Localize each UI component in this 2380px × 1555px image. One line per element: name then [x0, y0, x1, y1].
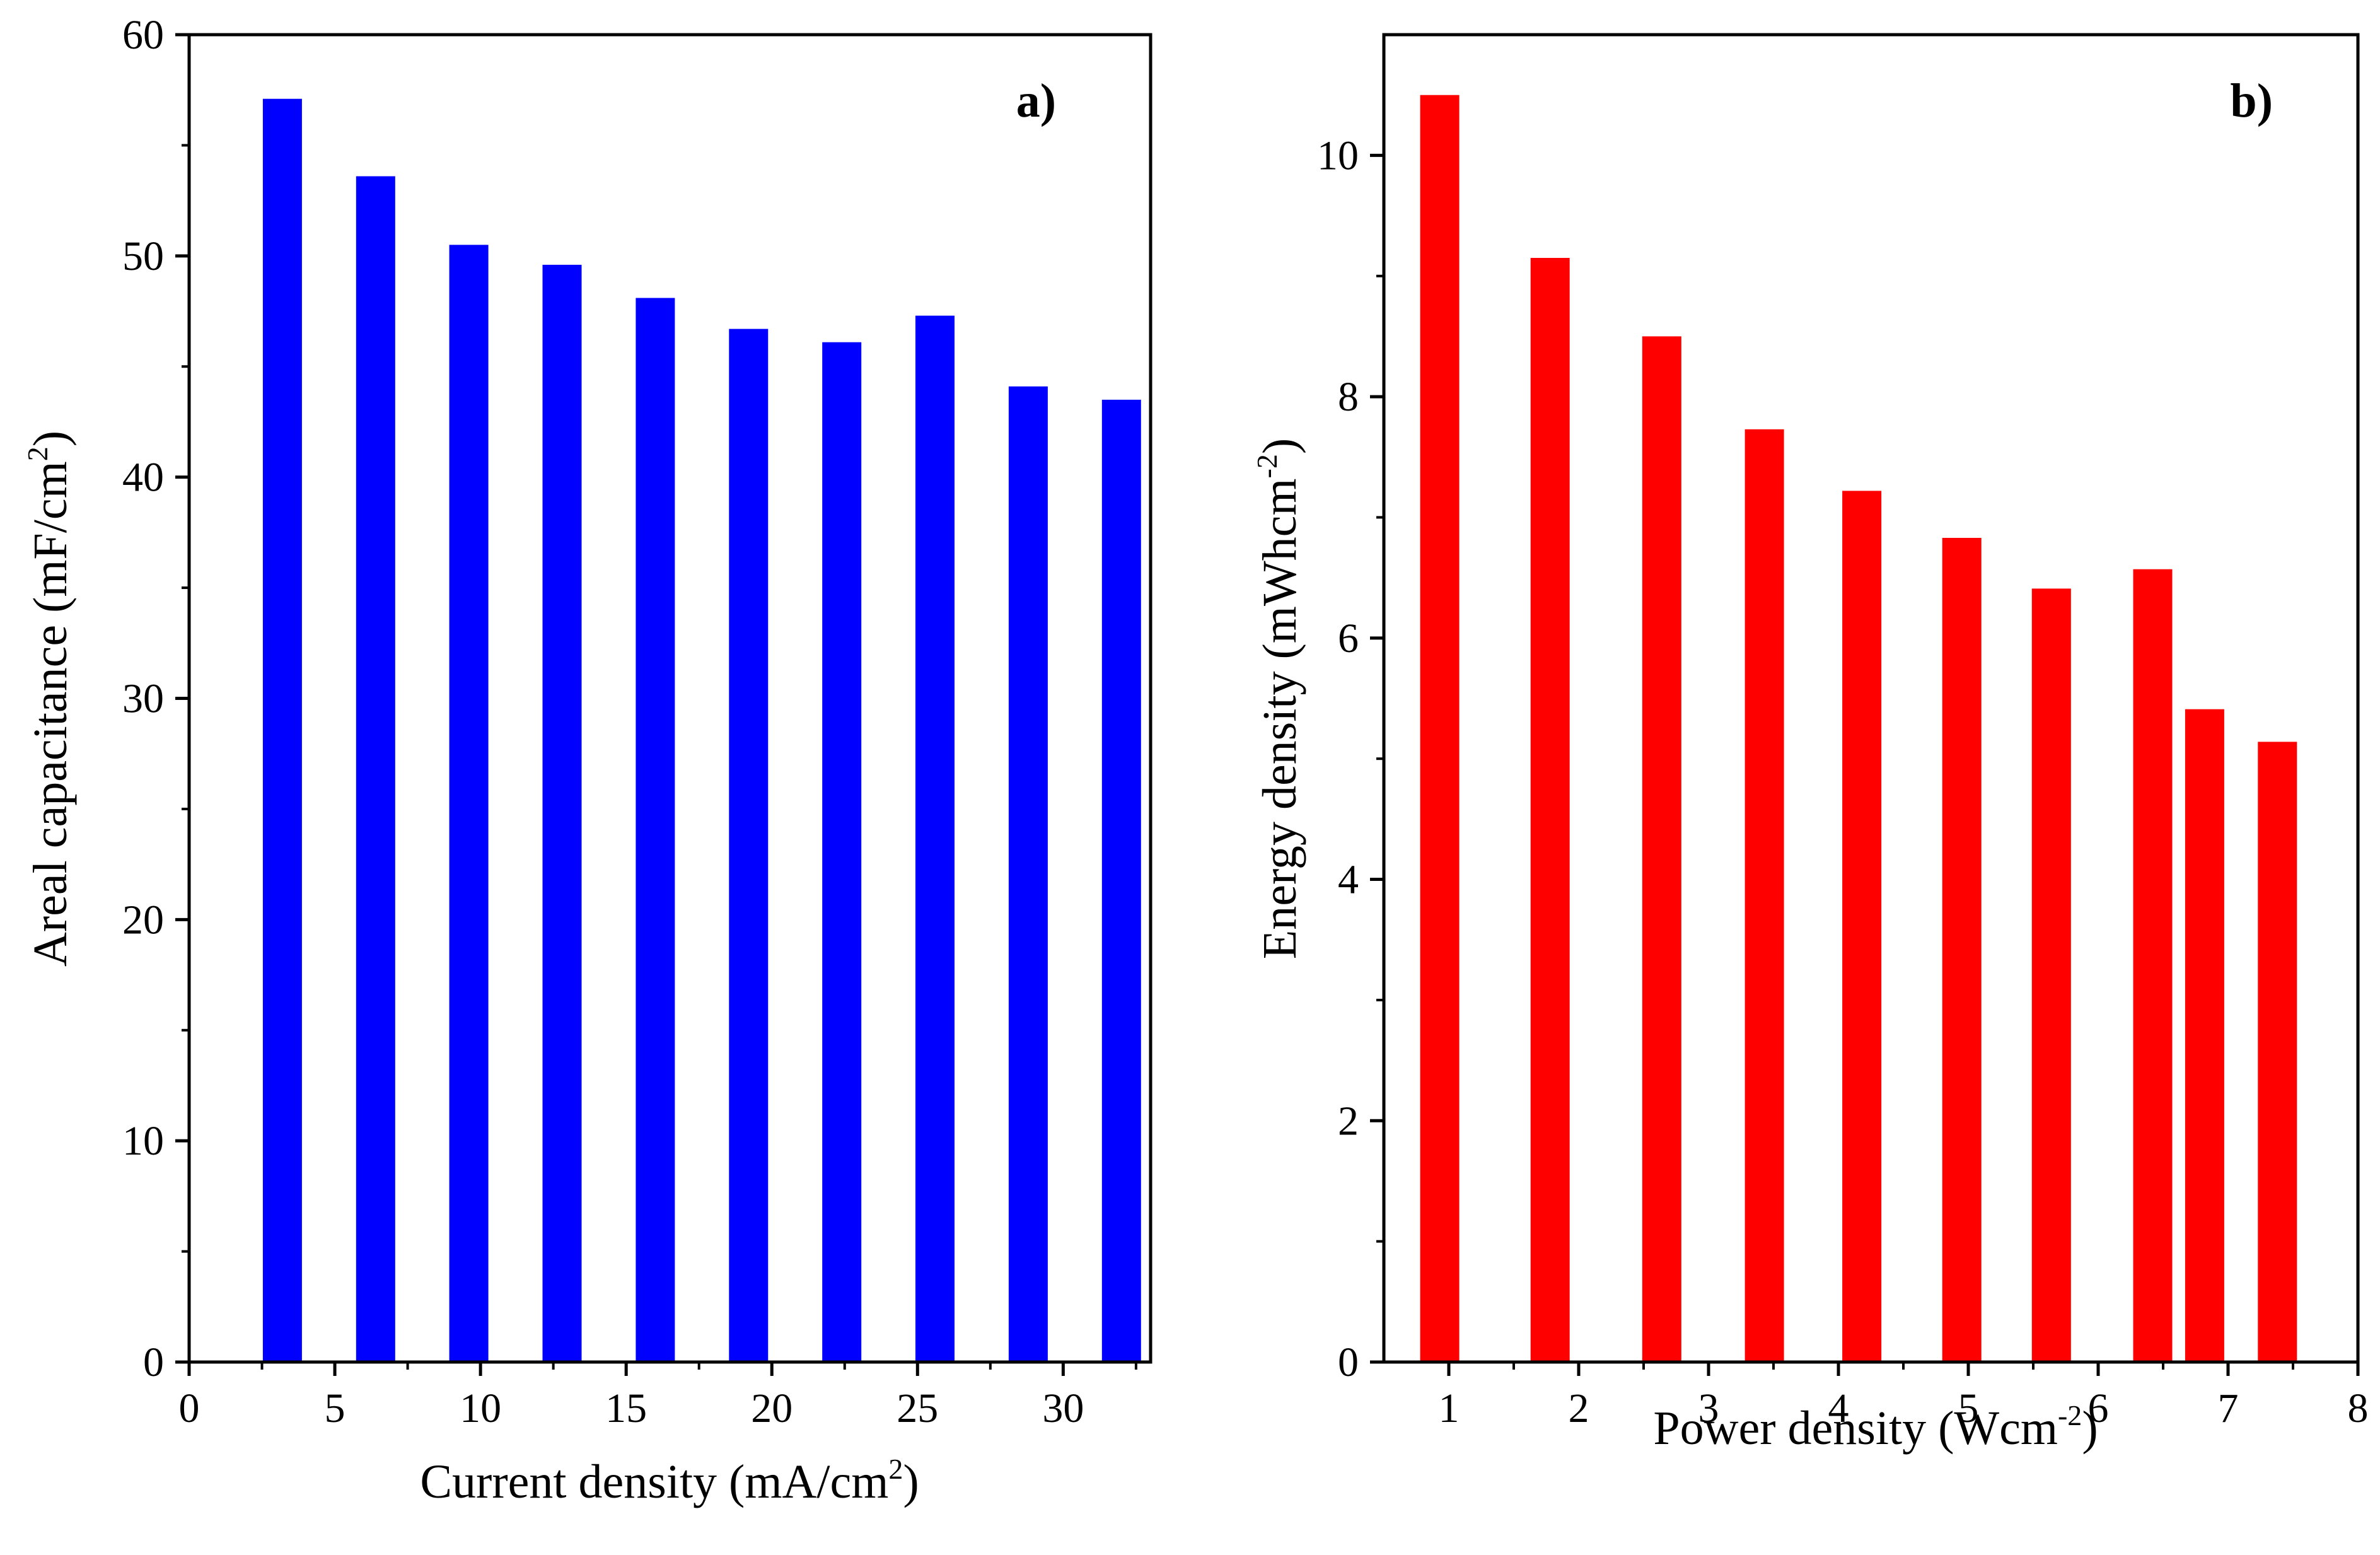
panel-b-bar-1	[1420, 95, 1460, 1363]
panel-b-bar-6	[1942, 538, 1982, 1362]
panel-a-x-tick-label-15: 15	[605, 1385, 647, 1431]
panel-b-bars	[1420, 95, 2297, 1363]
panel-a-x-tick-label-0: 0	[179, 1385, 200, 1431]
panel-b-y-axis-title-close: )	[1253, 438, 1306, 454]
panel-a-y-tick-label-10: 10	[122, 1118, 164, 1164]
panel-b-x-tick-label-6: 6	[2088, 1385, 2109, 1431]
panel-b-x-tick-label-4: 4	[1828, 1385, 1849, 1431]
panel-a-y-tick-label-50: 50	[122, 233, 164, 279]
panel-b-bar-9	[2185, 709, 2224, 1362]
panel-a-areal-capacitance-chart: 0 10 20 30 40 50 60 0 5 10 15 20 25 30 a) Current den…	[21, 12, 1152, 1508]
panel-b-x-axis-title-sup: -2	[2058, 1399, 2082, 1431]
panel-b-x-tick-label-8: 8	[2348, 1385, 2369, 1431]
panel-a-bar-10	[1101, 399, 1141, 1362]
panel-b-bar-5	[1842, 491, 1882, 1362]
panel-a-bar-8	[915, 315, 955, 1363]
panel-a-plot-frame	[187, 33, 1152, 1364]
panel-b-y-tick-label-8: 8	[1338, 374, 1359, 420]
panel-a-x-tick-label-30: 30	[1042, 1385, 1084, 1431]
panel-b-y-axis-title-sup: -2	[1251, 454, 1283, 478]
panel-a-bar-7	[822, 342, 862, 1363]
panel-b-x-axis-title-text: Power density (Wcm	[1653, 1402, 2058, 1455]
panel-a-bar-6	[729, 329, 769, 1362]
panel-b-x-axis-title-close: )	[2082, 1402, 2098, 1455]
panel-a-x-axis-title: Current density (mA/cm2)	[420, 1453, 919, 1508]
panel-a-y-tick-label-40: 40	[122, 455, 164, 501]
panel-b-x-tick-label-1: 1	[1439, 1385, 1460, 1431]
panel-b-plot-frame	[1382, 33, 2360, 1364]
panel-a-y-tick-label-60: 60	[122, 12, 164, 58]
panel-a-y-tick-label-20: 20	[122, 897, 164, 943]
panel-a-bar-3	[449, 245, 489, 1362]
panel-b-y-tick-label-10: 10	[1317, 132, 1359, 178]
panel-a-x-tick-label-25: 25	[897, 1385, 938, 1431]
panel-a-ticks: 0 10 20 30 40 50 60 0 5 10 15 20 25 30	[122, 12, 1137, 1431]
panel-b-y-tick-label-2: 2	[1338, 1098, 1359, 1144]
panel-a-x-tick-label-10: 10	[460, 1385, 501, 1431]
panel-a-y-tick-label-0: 0	[143, 1339, 164, 1385]
panel-b-x-tick-label-3: 3	[1698, 1385, 1719, 1431]
panel-a-x-tick-label-5: 5	[325, 1385, 345, 1431]
panel-a-y-axis-title-sup: 2	[21, 446, 54, 461]
panel-b-y-tick-label-4: 4	[1338, 857, 1359, 903]
panel-b-y-axis-title: Energy density (mWhcm-2)	[1251, 438, 1306, 959]
panel-a-bar-2	[356, 176, 395, 1362]
panel-b-x-tick-label-5: 5	[1958, 1385, 1979, 1431]
panel-a-y-axis-title: Areal capacitance (mF/cm2)	[21, 431, 77, 967]
panel-b-bar-3	[1642, 336, 1681, 1362]
panel-b-bar-8	[2133, 569, 2173, 1363]
panel-b-bar-10	[2258, 742, 2297, 1362]
panel-a-x-axis-title-sup: 2	[888, 1453, 903, 1485]
panel-a-bar-5	[636, 298, 675, 1362]
panel-a-bar-1	[262, 98, 302, 1363]
panel-b-y-tick-label-0: 0	[1338, 1339, 1359, 1385]
panel-a-y-axis-title-text: Areal capacitance (mF/cm	[24, 461, 77, 967]
panel-a-y-tick-label-30: 30	[122, 676, 164, 722]
panel-b-x-tick-label-2: 2	[1569, 1385, 1589, 1431]
panel-a-label: a)	[1016, 74, 1056, 127]
panel-b-y-axis-title-text: Energy density (mWhcm	[1253, 479, 1306, 960]
panel-b-bar-4	[1744, 429, 1784, 1362]
panel-a-bar-4	[542, 264, 582, 1362]
panel-b-bar-7	[2031, 588, 2071, 1362]
panel-b-x-tick-label-7: 7	[2218, 1385, 2239, 1431]
panel-a-y-axis-title-close: )	[24, 431, 77, 446]
panel-a-bars	[262, 98, 1141, 1363]
panel-a-x-axis-title-text: Current density (mA/cm	[420, 1455, 888, 1508]
panel-b-x-axis-title: Power density (Wcm-2)	[1653, 1399, 2098, 1455]
panel-a-bar-9	[1008, 386, 1048, 1362]
panel-b-label: b)	[2230, 74, 2273, 127]
panel-b-bar-2	[1530, 258, 1570, 1362]
panel-a-x-axis-title-close: )	[903, 1455, 919, 1508]
panel-a-x-tick-label-20: 20	[751, 1385, 792, 1431]
panel-b-y-tick-label-6: 6	[1338, 615, 1359, 661]
